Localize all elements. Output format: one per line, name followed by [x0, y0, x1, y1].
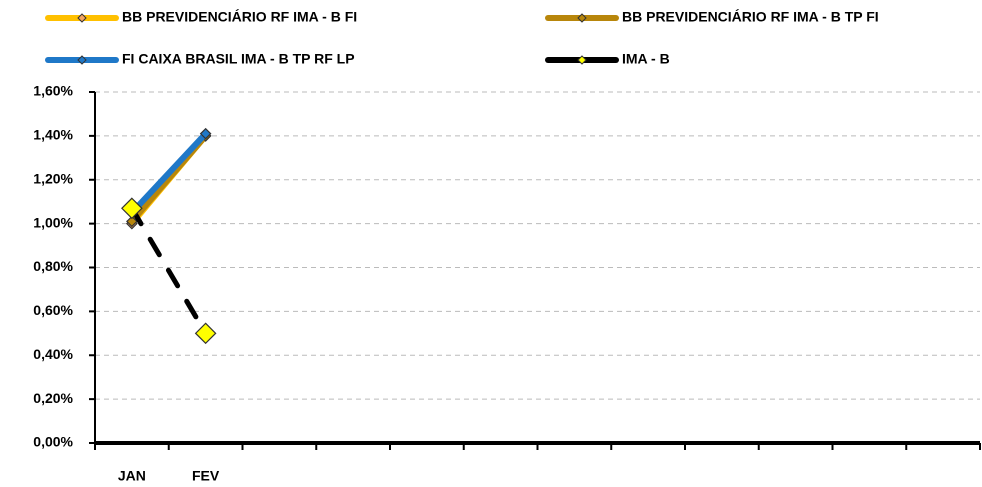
y-tick-label: 1,00% [33, 214, 73, 230]
series-marker [199, 127, 212, 140]
legend-label: FI CAIXA BRASIL IMA - B TP RF LP [122, 51, 355, 67]
y-tick-label: 1,60% [33, 83, 73, 99]
series-marker [121, 197, 143, 220]
series-line [128, 130, 209, 216]
y-tick-label: 0,60% [33, 302, 73, 318]
series-marker [126, 215, 138, 228]
y-tick-label: 0,40% [33, 346, 73, 362]
y-tick-label: 0,80% [33, 258, 73, 274]
legend-label: BB PREVIDENCIÁRIO RF IMA - B FI [122, 9, 357, 25]
legend-marker [577, 55, 587, 65]
legend-label: BB PREVIDENCIÁRIO RF IMA - B TP FI [622, 9, 879, 25]
x-tick-label: FEV [192, 468, 220, 484]
legend-marker [577, 13, 587, 23]
y-tick-label: 0,00% [33, 434, 73, 450]
series-line [129, 205, 209, 336]
legend-marker [77, 13, 87, 23]
y-tick-label: 1,20% [33, 170, 73, 186]
y-tick-label: 1,40% [33, 127, 73, 143]
legend-marker [77, 55, 87, 65]
series-marker [194, 322, 217, 345]
y-tick-label: 0,20% [33, 390, 73, 406]
legend-label: IMA - B [622, 51, 670, 67]
x-tick-label: JAN [118, 468, 146, 484]
